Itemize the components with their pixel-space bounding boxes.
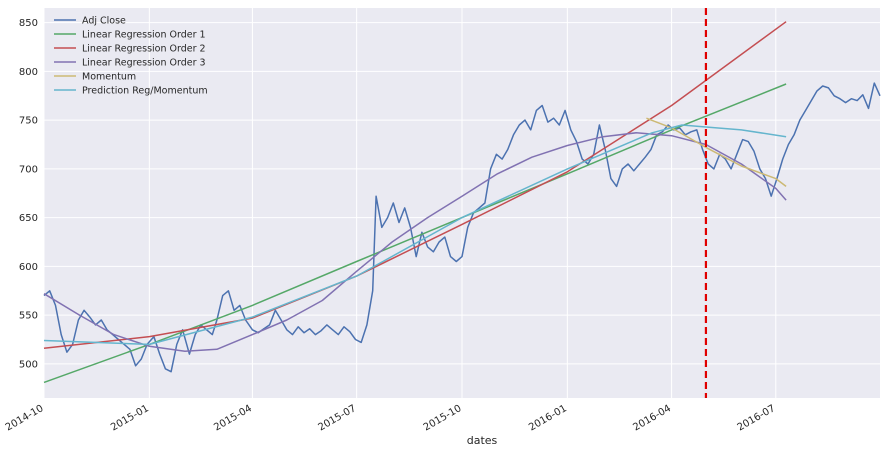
y-tick-label: 750 — [19, 116, 38, 127]
grid — [43, 8, 880, 398]
series-line-4 — [43, 132, 787, 352]
x-tick-label: 2016-04 — [631, 403, 673, 433]
series-line-6 — [43, 124, 787, 346]
series-line-2 — [43, 83, 787, 384]
y-tick-label: 500 — [19, 359, 38, 370]
series-line-5 — [646, 117, 787, 187]
series-lines — [43, 21, 881, 384]
x-tick-label: 2016-07 — [736, 403, 778, 433]
x-tick-label: 2016-01 — [527, 403, 569, 433]
y-tick-label: 850 — [19, 18, 38, 29]
legend-label: Linear Regression Order 3 — [82, 58, 206, 69]
x-tick-label: 2014-10 — [4, 403, 46, 433]
legend-label: Adj Close — [82, 16, 126, 27]
y-axis-ticks: 500 550 600 650 700 750 800 850 — [19, 18, 38, 370]
y-tick-label: 650 — [19, 213, 38, 224]
x-tick-label: 2015-07 — [316, 403, 358, 433]
series-line-3 — [43, 21, 787, 350]
y-tick-label: 600 — [19, 262, 38, 273]
series-line-1 — [43, 82, 881, 373]
legend: Adj Close Linear Regression Order 1 Linear… — [54, 16, 208, 97]
legend-label: Momentum — [82, 72, 136, 83]
y-tick-label: 700 — [19, 164, 38, 175]
x-tick-label: 2015-04 — [212, 403, 254, 433]
legend-label: Linear Regression Order 2 — [82, 44, 206, 55]
y-tick-label: 550 — [19, 311, 38, 322]
x-axis-ticks: 2014-10 2015-01 2015-04 2015-07 2015-10 2016-… — [4, 403, 777, 433]
x-axis-label: dates — [467, 434, 498, 447]
x-tick-label: 2015-01 — [109, 403, 151, 433]
x-tick-label: 2015-10 — [422, 403, 464, 433]
legend-label: Prediction Reg/Momentum — [82, 86, 208, 97]
legend-label: Linear Regression Order 1 — [82, 30, 206, 41]
y-tick-label: 800 — [19, 67, 38, 78]
